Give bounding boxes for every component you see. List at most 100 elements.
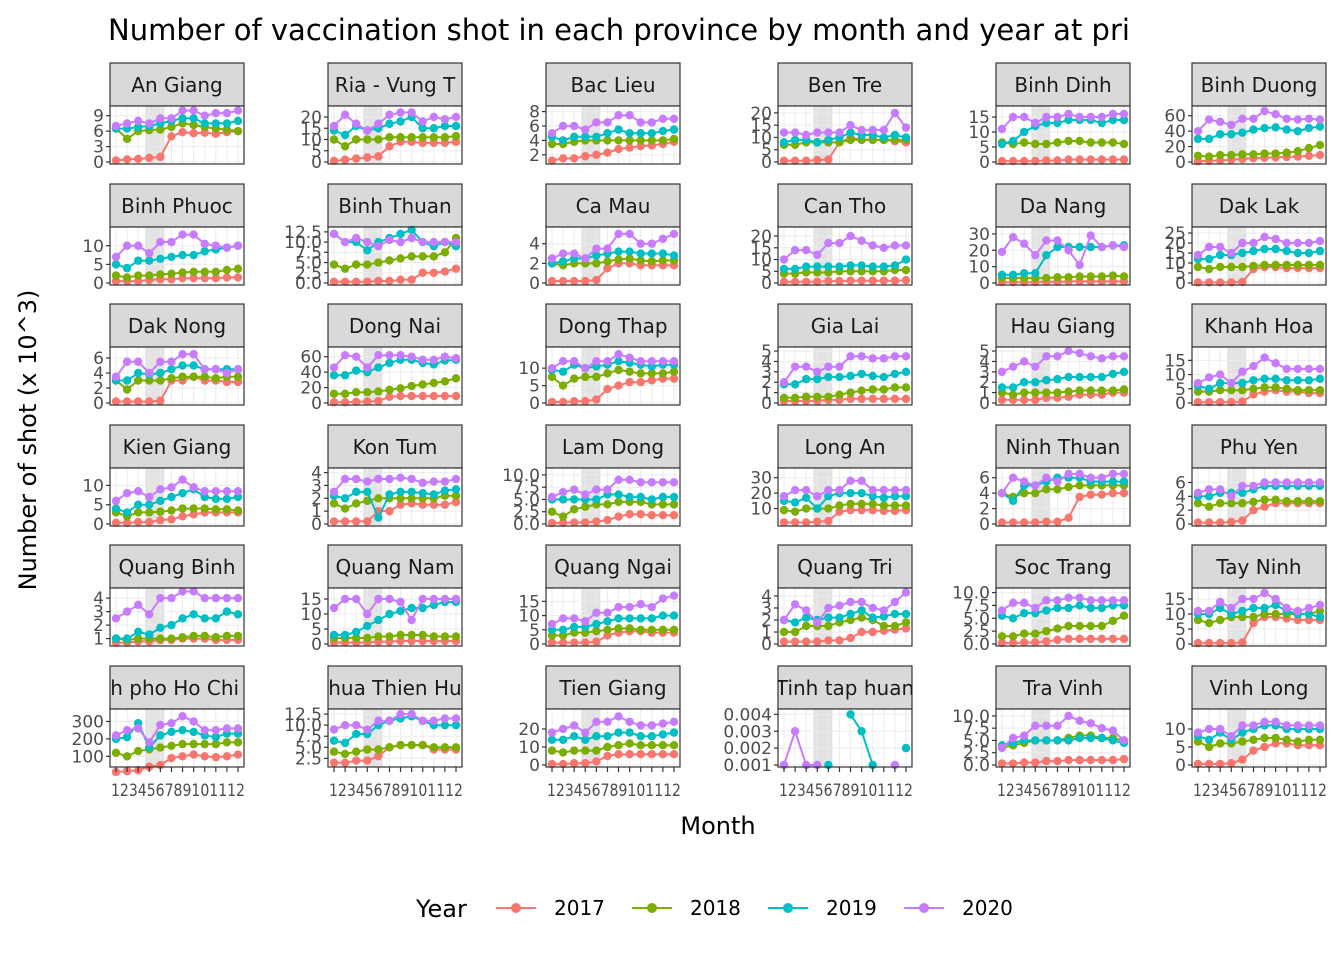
y-tick-label: 2.5: [963, 622, 990, 642]
data-point-2020: [824, 603, 833, 613]
data-point-2020: [569, 721, 579, 730]
y-tick-label: 5: [761, 141, 772, 161]
data-point-2019: [569, 132, 579, 141]
data-point-2020: [636, 721, 645, 730]
data-point-2018: [233, 126, 243, 136]
x-tick-label-row: 123456789101112: [111, 781, 245, 801]
data-point-2017: [581, 759, 590, 768]
data-point-2019: [669, 492, 679, 502]
y-axis-title: Number of shot (x 10^3): [14, 290, 42, 591]
data-point-2020: [1293, 606, 1303, 616]
data-point-2020: [614, 229, 623, 239]
data-point-2017: [1064, 513, 1073, 523]
data-point-2020: [351, 352, 361, 361]
facet-strip: [777, 62, 913, 107]
data-point-2017: [581, 638, 590, 647]
facet-strip: [327, 424, 463, 469]
data-point-2019: [614, 490, 623, 499]
data-point-2017: [1042, 517, 1051, 526]
data-point-2020: [581, 728, 590, 737]
data-point-2020: [625, 602, 634, 612]
data-point-2020: [547, 129, 557, 138]
data-point-2020: [211, 593, 221, 603]
data-point-2017: [614, 144, 623, 154]
data-point-2019: [396, 117, 405, 126]
y-tick-label: 5: [979, 138, 990, 158]
data-point-2019: [813, 504, 822, 513]
data-point-2017: [363, 517, 372, 526]
data-point-2020: [636, 239, 645, 248]
data-point-2020: [374, 474, 383, 484]
data-point-2018: [636, 741, 645, 750]
data-point-2019: [1293, 376, 1303, 385]
data-point-2018: [1019, 629, 1029, 638]
y-tick-label: 0: [93, 274, 104, 294]
data-point-2020: [1019, 598, 1029, 608]
y-tick-label: 0: [529, 635, 540, 655]
data-point-2018: [200, 267, 209, 277]
data-point-2018: [178, 739, 187, 749]
data-point-2019: [1042, 606, 1051, 615]
facet-strip-label: Thua Thien Hue: [315, 676, 474, 700]
data-point-2017: [133, 154, 143, 164]
data-point-2017: [1064, 155, 1073, 164]
data-point-2019: [824, 135, 833, 145]
y-tick-label: 2: [979, 500, 990, 520]
data-point-2018: [385, 133, 394, 142]
data-point-2020: [122, 119, 132, 128]
data-point-2019: [167, 252, 176, 262]
data-point-2018: [233, 506, 243, 515]
data-point-2019: [801, 493, 811, 502]
data-point-2020: [1108, 109, 1118, 119]
y-tick-label: 7.5: [295, 727, 322, 747]
data-point-2018: [440, 248, 450, 257]
data-point-2018: [1097, 138, 1107, 147]
data-point-2018: [625, 739, 634, 748]
data-point-2020: [145, 119, 154, 128]
data-point-2019: [200, 247, 209, 256]
data-point-2018: [547, 507, 557, 516]
data-point-2019: [351, 627, 361, 637]
data-point-2019: [1075, 242, 1084, 252]
data-point-2018: [374, 258, 383, 267]
data-point-2018: [592, 372, 601, 382]
data-point-2020: [385, 110, 394, 119]
data-point-2018: [440, 743, 450, 752]
data-point-2020: [857, 352, 866, 361]
data-point-2017: [133, 397, 143, 406]
data-point-2017: [1053, 517, 1062, 526]
data-point-2017: [636, 509, 645, 519]
shaded-period: [363, 227, 383, 285]
panel-border: [327, 226, 463, 286]
data-point-2018: [614, 255, 623, 264]
data-point-2018: [211, 505, 221, 514]
data-point-2020: [890, 108, 900, 118]
data-point-2019: [156, 254, 165, 263]
data-point-2020: [1215, 485, 1225, 494]
data-point-2017: [451, 497, 461, 507]
data-point-2020: [189, 230, 198, 239]
data-point-2019: [122, 732, 132, 742]
data-point-2019: [122, 508, 132, 517]
data-point-2019: [868, 613, 877, 622]
data-point-2019: [824, 372, 833, 382]
facet-strip-label: Binh Dinh: [1014, 73, 1111, 97]
data-point-2020: [1008, 112, 1018, 122]
data-point-2019: [440, 121, 450, 131]
data-point-2018: [233, 372, 243, 381]
data-point-2018: [351, 260, 361, 269]
data-point-2018: [868, 499, 877, 509]
data-point-2017: [1227, 397, 1236, 407]
facet-strip-label: Gia Lai: [811, 314, 880, 338]
data-point-2020: [211, 487, 221, 496]
data-point-2019: [329, 630, 339, 640]
legend-key-point-2019: [783, 903, 793, 913]
data-point-2020: [1108, 726, 1118, 735]
data-point-2017: [178, 512, 187, 521]
x-tick-labels: 123456789101112: [329, 781, 463, 801]
data-point-2017: [1238, 277, 1247, 287]
data-point-2018: [329, 260, 339, 269]
data-point-2020: [647, 239, 657, 248]
